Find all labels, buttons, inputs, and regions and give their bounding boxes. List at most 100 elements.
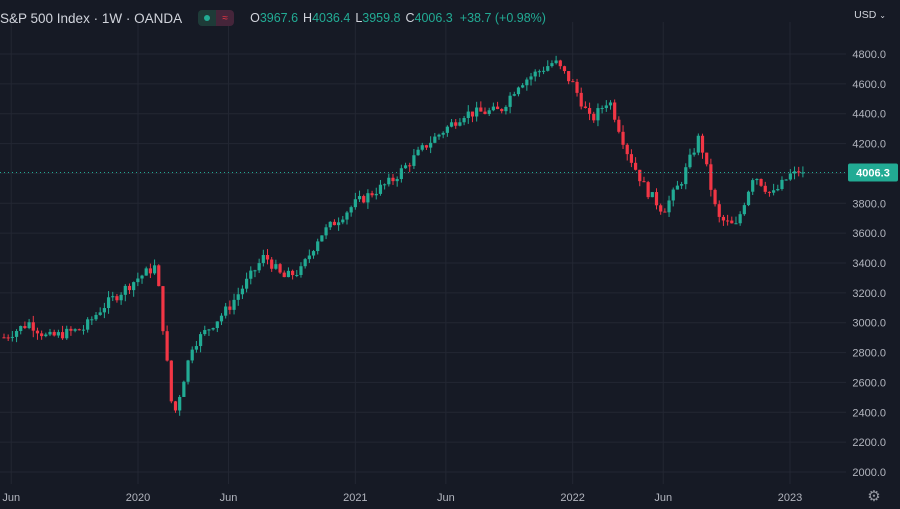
candle-body — [437, 134, 441, 137]
candle-body — [6, 337, 10, 339]
last-price-marker: 4006.3 — [0, 163, 898, 182]
candle-body — [675, 185, 680, 190]
candle-body — [65, 328, 69, 339]
candle-body — [203, 330, 207, 335]
candle-body — [253, 270, 257, 272]
candle-body — [546, 66, 550, 71]
candle-body — [470, 111, 475, 117]
candle-body — [178, 396, 182, 411]
candle-body — [797, 171, 801, 173]
candle-body — [717, 204, 721, 217]
candle-body — [90, 319, 94, 321]
currency-selector[interactable]: USD ⌄ — [854, 9, 886, 21]
low-value: 3959.8 — [362, 11, 401, 25]
candle-body — [412, 155, 416, 166]
status-pill[interactable]: ≈ — [198, 10, 235, 26]
y-tick-label: 2600.0 — [852, 377, 886, 389]
high-value: 4036.4 — [312, 11, 351, 25]
candle-body — [44, 334, 48, 337]
ohlc-readout: O3967.6 H4036.4 L3959.8 C4006.3 +38.7 (+… — [250, 11, 546, 25]
market-open-icon — [198, 10, 217, 26]
candle-body — [792, 171, 797, 174]
candle-body — [767, 191, 772, 193]
candle-body — [320, 235, 324, 242]
close-value: 4006.3 — [414, 11, 453, 25]
y-tick-label: 2800.0 — [852, 348, 886, 360]
candle-body — [324, 227, 328, 236]
candle-body — [462, 118, 466, 123]
candle-body — [700, 135, 705, 153]
candle-body — [424, 145, 429, 148]
candle-body — [94, 314, 98, 320]
candle-body — [56, 332, 60, 336]
candle-body — [763, 185, 767, 192]
candle-body — [579, 92, 583, 107]
candle-body — [23, 326, 27, 329]
candle-body — [148, 268, 152, 274]
x-axis[interactable]: Jun 2020 Jun 2021 Jun 2022 Jun 2023 — [2, 492, 802, 504]
candle-body — [479, 107, 483, 112]
candle-body — [504, 106, 508, 112]
candle-body — [244, 278, 249, 289]
candle-body — [466, 111, 470, 119]
candle-body — [111, 296, 115, 298]
y-tick-label: 2200.0 — [852, 437, 886, 449]
candle-body — [801, 172, 805, 174]
candle-body — [157, 265, 161, 287]
candle-body — [726, 220, 730, 222]
candle-body — [127, 285, 132, 291]
candle-body — [395, 179, 399, 182]
candle-body — [416, 149, 420, 156]
open-value: 3967.6 — [259, 11, 299, 25]
candle-body — [40, 333, 44, 337]
candle-body — [207, 329, 211, 331]
chart-title[interactable]: S&P 500 Index · 1W · OANDA — [0, 10, 183, 26]
x-tick-label: Jun — [437, 492, 455, 504]
candle-body — [219, 315, 224, 322]
y-axis[interactable]: 2000.0 2200.0 2400.0 2600.0 2800.0 3000.0 3200… — [852, 49, 886, 479]
candle-body — [784, 179, 788, 181]
candle-body — [705, 152, 709, 165]
candle-body — [236, 294, 240, 300]
high-label: H — [303, 11, 313, 25]
x-tick-label: 2020 — [126, 492, 150, 504]
candle-body — [441, 132, 445, 135]
candle-body — [357, 196, 362, 200]
candle-body — [491, 106, 495, 111]
candle-body — [240, 288, 245, 295]
change-value: +38.7 (+0.98%) — [459, 11, 546, 25]
candle-body — [169, 360, 173, 402]
candlestick-series — [2, 55, 805, 416]
candle-body — [696, 135, 700, 153]
candle-body — [671, 189, 675, 201]
candle-body — [709, 164, 713, 190]
candle-body — [638, 169, 642, 182]
y-tick-label: 3000.0 — [852, 318, 886, 330]
candle-body — [659, 205, 663, 212]
x-tick-label: 2023 — [778, 492, 802, 504]
candle-body — [592, 113, 596, 121]
candle-body — [521, 85, 525, 88]
candle-body — [525, 79, 529, 86]
candle-body — [512, 94, 516, 96]
candle-body — [353, 199, 357, 208]
candle-body — [35, 330, 40, 334]
last-price-label: 4006.3 — [856, 167, 890, 179]
candle-body — [186, 360, 190, 382]
candle-body — [713, 189, 717, 205]
candle-body — [650, 192, 654, 198]
settings-gear-icon[interactable]: ⚙ — [867, 488, 881, 505]
candle-body — [408, 165, 412, 167]
candle-body — [19, 326, 23, 332]
low-label: L — [355, 11, 363, 25]
candle-body — [278, 264, 282, 273]
y-tick-label: 4800.0 — [852, 49, 886, 61]
candle-body — [788, 173, 792, 180]
chart-grid — [0, 22, 846, 484]
candle-body — [433, 136, 437, 143]
candle-body — [132, 282, 136, 291]
candle-body — [215, 321, 219, 329]
last-price-badge — [848, 163, 898, 182]
candle-body — [165, 331, 169, 361]
